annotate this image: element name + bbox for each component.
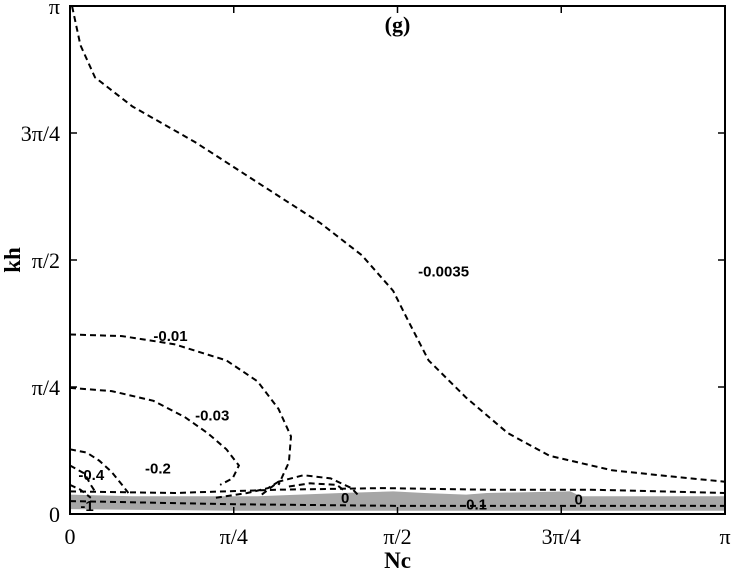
x-tick-label: π/4 (220, 524, 248, 549)
x-tick-label: π/2 (383, 524, 411, 549)
plot-frame (69, 5, 726, 515)
y-tick-label: 0 (49, 502, 60, 527)
x-tick-label: 0 (65, 524, 76, 549)
contour-label: -0.4 (78, 467, 105, 484)
contour-line (69, 333, 293, 486)
y-tick-label: π/2 (32, 248, 60, 273)
y-tick-label: π/4 (32, 375, 60, 400)
contour-line (69, 464, 96, 492)
contour-line (69, 448, 130, 494)
contour-label: -0.2 (145, 461, 171, 478)
panel-label: (g) (385, 12, 411, 37)
contour-line (288, 482, 346, 493)
contour-label: -0.03 (195, 407, 229, 424)
contour-line (71, 6, 725, 483)
contour-line (69, 483, 92, 499)
contour-line (69, 500, 725, 507)
x-axis-title: Nc (384, 548, 411, 573)
contour-line (215, 480, 280, 499)
contour-lines-layer (69, 6, 725, 507)
contour-label: 0.1 (466, 496, 487, 513)
y-tick-label: 3π/4 (21, 121, 60, 146)
y-axis-title: kh (0, 247, 25, 273)
y-tick-label: π (49, 0, 60, 19)
contour-label: -0.01 (153, 328, 187, 345)
contour-line (261, 474, 359, 496)
x-tick-label: 3π/4 (542, 524, 581, 549)
ticks-layer: 0 π/4 π/2 3π/4 π 0 π/4 π/2 3π/4 π (21, 0, 731, 549)
x-tick-label: π (719, 524, 730, 549)
contour-labels-layer: -0.0035 -0.01 -0.03 -0.2 -0.4 0 0.1 0 -1 (78, 263, 583, 514)
contour-line (69, 487, 725, 495)
contour-label: 0 (341, 490, 349, 507)
contour-label: -0.0035 (418, 263, 469, 280)
contour-label: 0 (575, 491, 583, 508)
contour-line (69, 386, 241, 486)
contour-label: -1 (80, 498, 93, 515)
